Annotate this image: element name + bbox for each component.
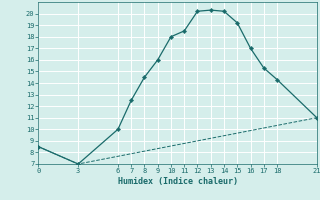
X-axis label: Humidex (Indice chaleur): Humidex (Indice chaleur) — [118, 177, 238, 186]
